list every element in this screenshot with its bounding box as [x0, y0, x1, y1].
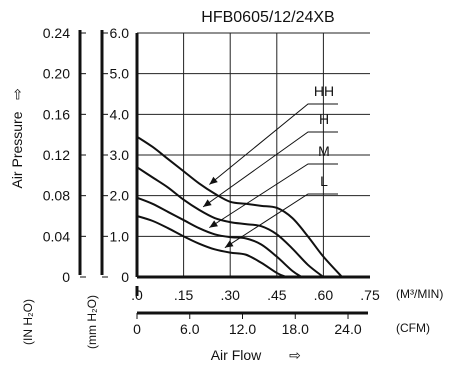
x-tick-label-m3: .45 [267, 287, 287, 303]
y-tick-label-in: 0.12 [43, 147, 70, 163]
y-tick-label-mm: 0 [121, 269, 129, 285]
y-unit-in: (IN H₂O) [21, 299, 35, 345]
x-axis-arrow-icon: ⇨ [289, 347, 301, 363]
y-tick-label-in: 0 [62, 269, 70, 285]
series-label-hh: HH [314, 83, 334, 99]
series-line-m [136, 196, 303, 278]
y-tick-label-mm: 5.0 [110, 66, 130, 82]
y-unit-mm: (mm H₂O) [85, 295, 99, 349]
y-axis-arrow-icon: ⇨ [9, 88, 25, 100]
y-tick-label-mm: 1.0 [110, 228, 130, 244]
series-label-m: M [318, 143, 330, 159]
series-arrow-icon [203, 199, 212, 207]
series-arrow-icon [209, 176, 218, 185]
y-axis-title-group: Air Pressure ⇨ [9, 88, 25, 188]
y-unit-in-group: (IN H₂O) [21, 299, 35, 345]
y-axis-title: Air Pressure [9, 111, 25, 188]
plot-area [135, 32, 370, 279]
y-tick-label-in: 0.04 [43, 228, 70, 244]
series-leader-line [209, 163, 338, 229]
series-arrow-icon [224, 240, 234, 248]
x-tick-label-cfm: 12.0 [229, 321, 256, 337]
y-tick-label-mm: 4.0 [110, 106, 130, 122]
y-tick-label-mm: 3.0 [110, 147, 130, 163]
series-label-l: L [320, 173, 328, 189]
chart-title: HFB0605/12/24XB [201, 9, 334, 26]
x-unit-m3: (M³/MIN) [396, 287, 443, 301]
x-tick-label-cfm: 18.0 [282, 321, 309, 337]
series-line-h [136, 166, 325, 278]
x-tick-label-cfm: 24.0 [334, 321, 361, 337]
y-tick-label-mm: 6.0 [110, 25, 130, 41]
series-line-l [136, 215, 287, 278]
y-tick-label-in: 0.20 [43, 66, 70, 82]
x-tick-label-m3: .60 [314, 287, 334, 303]
series-line-hh [136, 135, 343, 278]
y-tick-label-in: 0.08 [43, 188, 70, 204]
y-unit-mm-group: (mm H₂O) [85, 295, 99, 349]
x-tick-label-cfm: 6.0 [180, 321, 200, 337]
x-tick-label-m3: .15 [174, 287, 194, 303]
y-tick-label-in: 0.16 [43, 106, 70, 122]
series-leader-line [202, 131, 338, 208]
series-label-h: H [319, 111, 329, 127]
series-leader-line [209, 103, 338, 185]
y-tick-label-mm: 2.0 [110, 188, 130, 204]
x-axis-title: Air Flow [211, 347, 262, 363]
x-tick-label-cfm: 0 [133, 321, 141, 337]
x-tick-label-m3: .30 [220, 287, 240, 303]
x-tick-label-m3: .0 [131, 287, 143, 303]
x-tick-label-m3: .75 [360, 287, 380, 303]
y-tick-label-in: 0.24 [43, 25, 70, 41]
series-arrow-icon [209, 220, 218, 228]
series-leader-line [224, 193, 338, 249]
x-unit-cfm: (CFM) [396, 321, 430, 335]
